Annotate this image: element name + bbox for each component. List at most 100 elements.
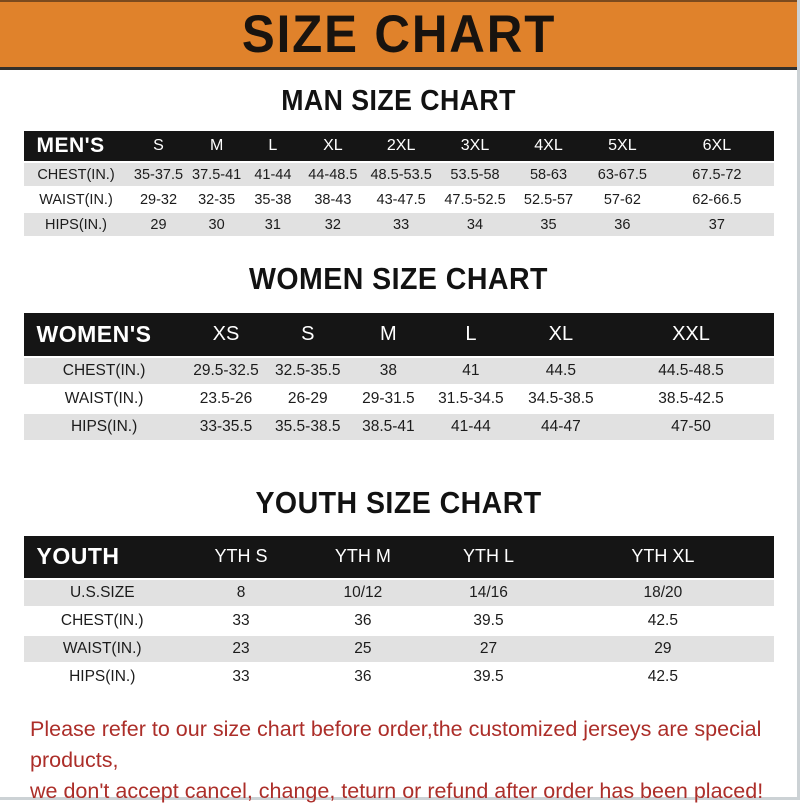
- size-cell: 33-35.5: [184, 412, 268, 442]
- size-cell: 29: [128, 212, 189, 239]
- group-label: YOUTH: [23, 535, 181, 580]
- size-cell: 44-48.5: [301, 162, 365, 189]
- size-cell: 25: [301, 634, 425, 664]
- size-cell: 34: [437, 212, 513, 239]
- size-cell: 27: [424, 634, 553, 664]
- size-cell: 62-66.5: [660, 187, 774, 214]
- youth-section-title: YOUTH SIZE CHART: [0, 485, 797, 521]
- size-cell: 18/20: [552, 578, 774, 608]
- youth-size-table: YOUTH YTH S YTH M YTH L YTH XL U.S.SIZE 8 10/12…: [23, 535, 774, 692]
- header-bar-row: YOUTH YTH S YTH M YTH L YTH XL: [23, 535, 774, 580]
- size-cell: 53.5-58: [437, 162, 513, 189]
- column-header: XL: [301, 131, 365, 164]
- size-cell: 29-32: [128, 187, 189, 214]
- size-cell: 35.5-38.5: [267, 412, 349, 442]
- column-header: YTH XL: [552, 535, 774, 580]
- table-row: HIPS(IN.) 33-35.5 35.5-38.5 38.5-41 41-44 44-…: [23, 412, 774, 442]
- size-cell: 67.5-72: [660, 162, 774, 189]
- header-bar-row: MEN'S S M L XL 2XL 3XL 4XL 5XL 6XL: [23, 131, 774, 164]
- column-header: 3XL: [437, 131, 513, 164]
- column-header: 2XL: [364, 131, 438, 164]
- size-cell: 39.5: [424, 606, 553, 636]
- row-label: HIPS(IN.): [23, 212, 129, 239]
- size-cell: 10/12: [301, 578, 425, 608]
- footer-note: Please refer to our size chart before or…: [0, 714, 797, 807]
- size-cell: 39.5: [424, 662, 553, 692]
- size-cell: 42.5: [552, 606, 774, 636]
- size-cell: 29.5-32.5: [184, 356, 268, 386]
- table-row: CHEST(IN.) 35-37.5 37.5-41 41-44 44-48.5 48.5…: [23, 162, 774, 189]
- mens-size-section: MAN SIZE CHART MEN'S S M L XL 2XL 3XL 4XL 5XL 6XL C…: [0, 85, 797, 239]
- section-title-text: WOMEN SIZE CHART: [249, 261, 548, 297]
- size-cell: 29-31.5: [348, 384, 429, 414]
- header-bar-row: WOMEN'S XS S M L XL XXL: [23, 312, 774, 358]
- table-row: HIPS(IN.) 33 36 39.5 42.5: [23, 662, 774, 692]
- footer-line-2: we don't accept cancel, change, teturn o…: [30, 778, 764, 803]
- size-cell: 47.5-52.5: [437, 187, 513, 214]
- row-label: WAIST(IN.): [23, 187, 129, 214]
- size-cell: 36: [301, 606, 425, 636]
- size-cell: 37.5-41: [188, 162, 245, 189]
- row-label: U.S.SIZE: [23, 578, 181, 608]
- table-row: WAIST(IN.) 29-32 32-35 35-38 38-43 43-47.5 47.…: [23, 187, 774, 214]
- size-cell: 43-47.5: [364, 187, 438, 214]
- size-cell: 32-35: [188, 187, 245, 214]
- column-header: YTH S: [181, 535, 301, 580]
- size-cell: 30: [188, 212, 245, 239]
- table-row: WAIST(IN.) 23 25 27 29: [23, 634, 774, 664]
- column-header: 5XL: [584, 131, 661, 164]
- size-cell: 57-62: [584, 187, 661, 214]
- size-cell: 58-63: [512, 162, 585, 189]
- size-cell: 35-37.5: [128, 162, 189, 189]
- column-header: 4XL: [512, 131, 585, 164]
- footer-line-1: Please refer to our size chart before or…: [30, 716, 762, 772]
- size-cell: 31: [244, 212, 301, 239]
- size-cell: 38: [348, 356, 429, 386]
- size-cell: 35-38: [244, 187, 301, 214]
- size-cell: 8: [181, 578, 301, 608]
- size-cell: 23.5-26: [184, 384, 268, 414]
- size-cell: 35: [512, 212, 585, 239]
- table-row: U.S.SIZE 8 10/12 14/16 18/20: [23, 578, 774, 608]
- table-row: WAIST(IN.) 23.5-26 26-29 29-31.5 31.5-34.5 34…: [23, 384, 774, 414]
- size-cell: 48.5-53.5: [364, 162, 438, 189]
- column-header: XL: [513, 312, 609, 358]
- group-label: WOMEN'S: [23, 312, 185, 358]
- size-cell: 31.5-34.5: [428, 384, 514, 414]
- table-row: CHEST(IN.) 29.5-32.5 32.5-35.5 38 41 44.5 44.5…: [23, 356, 774, 386]
- mens-size-table: MEN'S S M L XL 2XL 3XL 4XL 5XL 6XL CHEST(IN.) 35-37…: [23, 131, 774, 239]
- row-label: HIPS(IN.): [23, 412, 185, 442]
- size-cell: 33: [364, 212, 438, 239]
- size-cell: 47-50: [608, 412, 774, 442]
- size-cell: 34.5-38.5: [513, 384, 609, 414]
- banner: SIZE CHART: [0, 0, 797, 70]
- size-cell: 41: [428, 356, 514, 386]
- size-cell: 44.5-48.5: [608, 356, 774, 386]
- size-cell: 38.5-41: [348, 412, 429, 442]
- size-cell: 36: [584, 212, 661, 239]
- section-title-text: YOUTH SIZE CHART: [255, 484, 542, 520]
- column-header: L: [428, 312, 514, 358]
- column-header: XS: [184, 312, 268, 358]
- size-cell: 41-44: [428, 412, 514, 442]
- size-cell: 44.5: [513, 356, 609, 386]
- womens-section-title: WOMEN SIZE CHART: [0, 261, 797, 297]
- size-cell: 33: [181, 662, 301, 692]
- row-label: HIPS(IN.): [23, 662, 181, 692]
- size-cell: 36: [301, 662, 425, 692]
- row-label: CHEST(IN.): [23, 356, 185, 386]
- row-label: CHEST(IN.): [23, 606, 181, 636]
- womens-size-table: WOMEN'S XS S M L XL XXL CHEST(IN.) 29.5-32.5 32.5…: [23, 312, 774, 442]
- column-header: M: [348, 312, 429, 358]
- size-cell: 52.5-57: [512, 187, 585, 214]
- column-header: 6XL: [660, 131, 774, 164]
- column-header: S: [128, 131, 189, 164]
- size-cell: 37: [660, 212, 774, 239]
- banner-title: SIZE CHART: [241, 5, 556, 64]
- size-cell: 29: [552, 634, 774, 664]
- size-cell: 26-29: [267, 384, 349, 414]
- row-label: WAIST(IN.): [23, 384, 185, 414]
- size-cell: 32: [301, 212, 365, 239]
- row-label: WAIST(IN.): [23, 634, 181, 664]
